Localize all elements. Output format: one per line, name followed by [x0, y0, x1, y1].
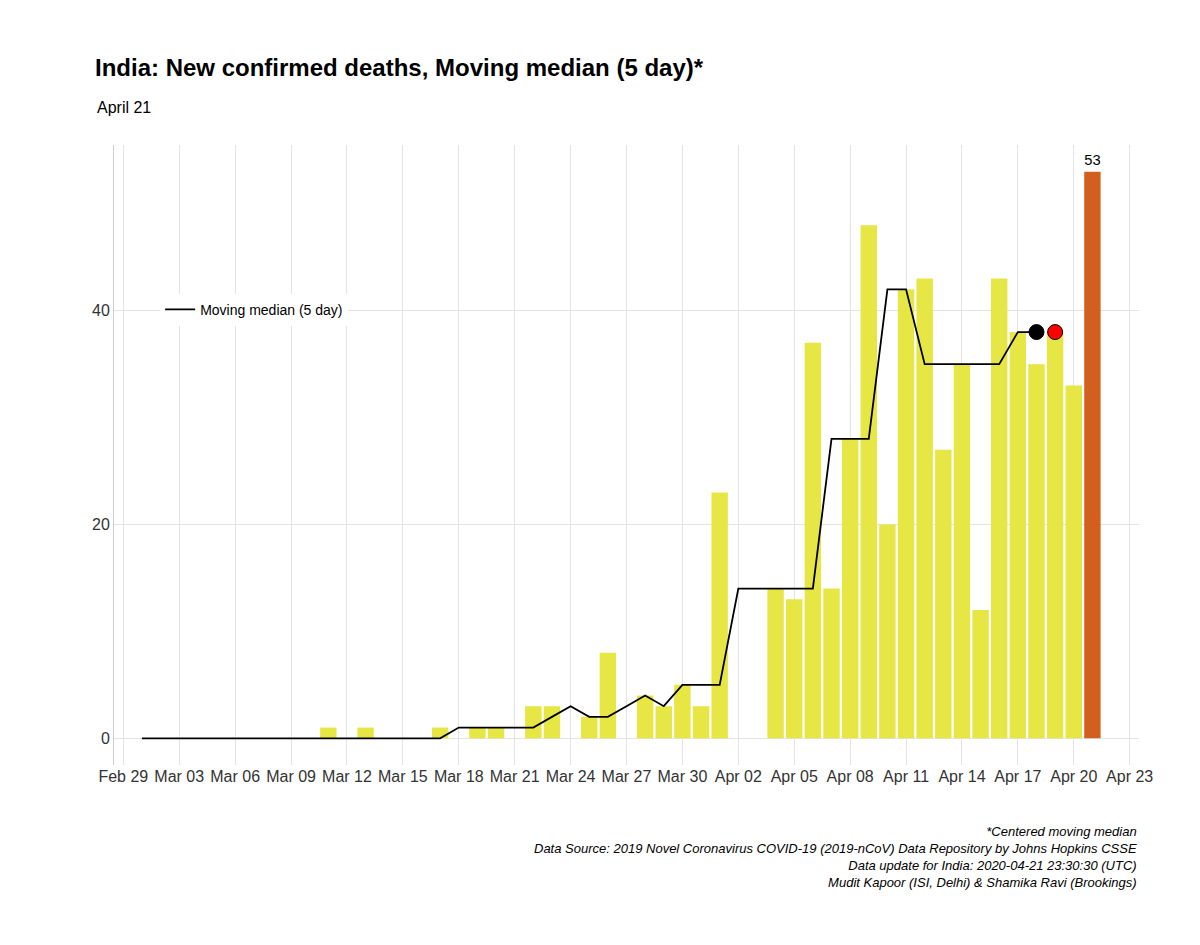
svg-text:Mar 27: Mar 27: [602, 768, 652, 785]
svg-text:Apr 11: Apr 11: [883, 768, 929, 785]
svg-text:Feb 29: Feb 29: [98, 768, 148, 785]
svg-text:Apr 23: Apr 23: [1106, 768, 1153, 785]
svg-text:Apr 14: Apr 14: [938, 768, 985, 785]
svg-text:*Centered moving medianData So: *Centered moving medianData Source: 2019…: [534, 824, 1137, 890]
svg-text:53: 53: [1084, 152, 1100, 168]
svg-text:Apr 02: Apr 02: [715, 768, 762, 785]
svg-text:Apr 17: Apr 17: [994, 768, 1041, 785]
svg-text:Mar 06: Mar 06: [210, 768, 260, 785]
svg-text:Mar 21: Mar 21: [490, 768, 540, 785]
svg-text:April 21: April 21: [97, 99, 151, 116]
svg-text:Mar 03: Mar 03: [154, 768, 204, 785]
svg-text:Mar 30: Mar 30: [658, 768, 708, 785]
svg-text:Apr 20: Apr 20: [1050, 768, 1097, 785]
svg-text:Mar 15: Mar 15: [378, 768, 428, 785]
svg-text:Apr 08: Apr 08: [827, 768, 874, 785]
svg-text:Mar 09: Mar 09: [266, 768, 316, 785]
svg-text:Apr 05: Apr 05: [771, 768, 818, 785]
svg-text:0: 0: [101, 730, 110, 747]
svg-text:Mar 12: Mar 12: [322, 768, 372, 785]
svg-text:Mar 18: Mar 18: [434, 768, 484, 785]
svg-text:India: New confirmed deaths, M: India: New confirmed deaths, Moving medi…: [95, 54, 704, 81]
svg-text:40: 40: [92, 302, 110, 319]
svg-text:Mar 24: Mar 24: [546, 768, 596, 785]
svg-text:20: 20: [92, 516, 110, 533]
svg-text:Moving median (5 day): Moving median (5 day): [200, 302, 342, 318]
